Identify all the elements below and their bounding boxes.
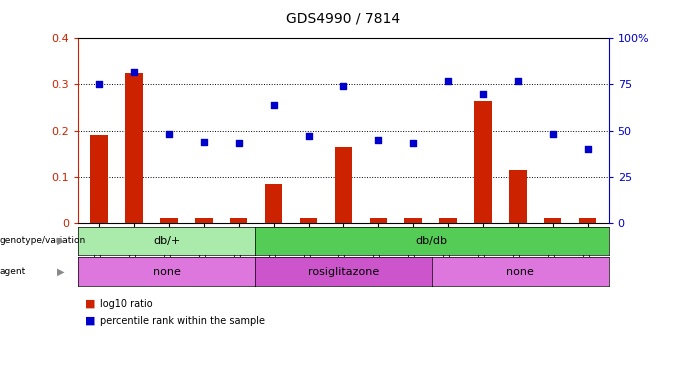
- Bar: [509, 170, 526, 223]
- Text: none: none: [507, 266, 534, 277]
- Bar: [90, 135, 108, 223]
- Text: none: none: [153, 266, 180, 277]
- Point: [477, 91, 488, 97]
- Bar: [230, 218, 248, 223]
- Bar: [265, 184, 282, 223]
- Bar: [125, 73, 143, 223]
- Bar: [369, 218, 387, 223]
- Bar: [579, 218, 596, 223]
- Text: db/db: db/db: [415, 236, 448, 246]
- Bar: [544, 218, 562, 223]
- Point: [373, 137, 384, 143]
- Bar: [195, 218, 213, 223]
- Text: ■: ■: [85, 299, 95, 309]
- Point: [163, 131, 174, 137]
- Point: [233, 141, 244, 147]
- Point: [94, 81, 105, 88]
- Text: percentile rank within the sample: percentile rank within the sample: [100, 316, 265, 326]
- Text: ▶: ▶: [57, 236, 65, 246]
- Bar: [160, 218, 177, 223]
- Bar: [474, 101, 492, 223]
- Point: [582, 146, 593, 152]
- Point: [408, 141, 419, 147]
- Text: GDS4990 / 7814: GDS4990 / 7814: [286, 12, 401, 25]
- Point: [547, 131, 558, 137]
- Text: log10 ratio: log10 ratio: [100, 299, 152, 309]
- Text: agent: agent: [0, 267, 27, 276]
- Bar: [405, 218, 422, 223]
- Point: [303, 133, 314, 139]
- Bar: [335, 147, 352, 223]
- Text: ■: ■: [85, 316, 95, 326]
- Text: ▶: ▶: [57, 266, 65, 277]
- Bar: [439, 218, 457, 223]
- Point: [513, 78, 524, 84]
- Point: [129, 68, 139, 74]
- Point: [268, 102, 279, 108]
- Bar: [300, 218, 318, 223]
- Text: rosiglitazone: rosiglitazone: [308, 266, 379, 277]
- Point: [338, 83, 349, 89]
- Point: [199, 139, 209, 145]
- Text: db/+: db/+: [153, 236, 180, 246]
- Point: [443, 78, 454, 84]
- Text: genotype/variation: genotype/variation: [0, 237, 86, 245]
